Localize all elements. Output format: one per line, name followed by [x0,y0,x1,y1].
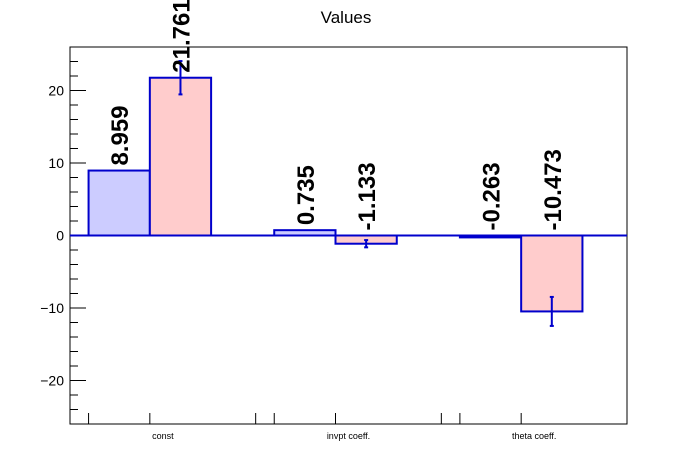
bar [148,76,213,237]
y-tick-label: −20 [40,373,64,389]
x-category-label: invpt coeff. [327,431,370,441]
x-category-label: theta coeff. [512,431,556,441]
y-tick-label: 10 [48,155,64,171]
bar-value-label: -1.133 [354,162,381,230]
y-axis: −20 −10 0 10 20 [40,46,86,425]
bar-value-label: 21.761 [168,0,195,73]
y-tick-label: −10 [40,300,64,316]
bar-value-label: -0.263 [479,162,506,230]
value-labels-group: 8.959 0.735 -0.263 21.761 -1.133 -10.473 [107,0,567,231]
x-axis: const invpt coeff. theta coeff. [88,413,556,441]
bar-value-label: -10.473 [540,149,567,230]
y-tick-label: 0 [56,228,64,244]
x-category-label: const [152,431,174,441]
bar [87,169,151,237]
y-tick-label: 20 [48,83,64,99]
bar-value-label: 0.735 [293,165,320,225]
bar-value-label: 8.959 [107,105,134,165]
chart-title: Values [321,8,372,27]
bars-group [70,60,627,327]
